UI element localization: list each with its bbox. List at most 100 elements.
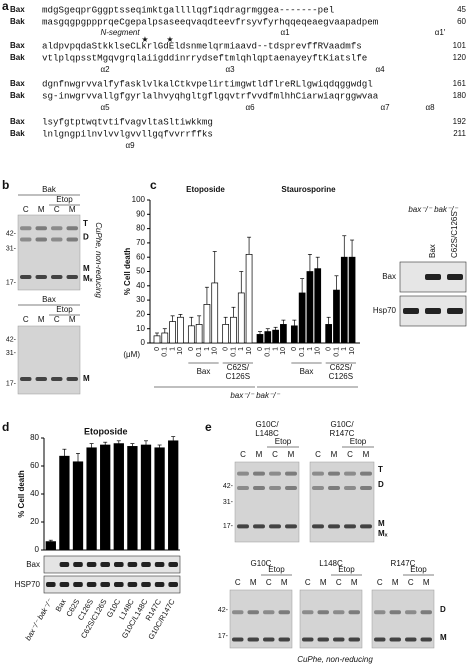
gel-band xyxy=(253,486,265,490)
gel-title: G10C xyxy=(251,559,272,568)
bar xyxy=(333,289,340,344)
sequence-name: Bax xyxy=(10,117,25,126)
lane-label: C xyxy=(315,450,321,459)
sequence: aldpvpqdaStkklseCLkrlGdEldsnmelqrmiaavd-… xyxy=(42,40,362,51)
blot-band xyxy=(447,274,463,280)
blot xyxy=(43,555,181,574)
lane-label: Bax xyxy=(428,244,437,258)
gel-band xyxy=(66,237,78,242)
gel-band xyxy=(328,524,340,529)
marker: 17- xyxy=(218,633,229,640)
sequence-name: Bax xyxy=(10,41,25,50)
lane-label: M xyxy=(423,578,430,587)
band-label: M xyxy=(378,519,385,528)
gel-band xyxy=(66,377,78,381)
y-tick-label: 90 xyxy=(136,209,145,218)
gel-band xyxy=(35,226,47,231)
bar xyxy=(280,324,287,344)
group-label: C62S/C126S xyxy=(226,363,250,381)
gel-band xyxy=(51,237,63,242)
marker: 31- xyxy=(223,499,234,506)
gel-band xyxy=(253,471,265,476)
dose-label: 1 xyxy=(341,347,348,351)
marker: 42- xyxy=(6,231,17,238)
blot-band xyxy=(114,582,124,587)
blot-band xyxy=(114,562,124,567)
blot-band xyxy=(141,562,151,567)
gel-band xyxy=(237,471,249,476)
lane-label: C xyxy=(377,578,383,587)
helix-label: α8 xyxy=(425,103,435,112)
sequence: dgnfnwgrvvalfyfasklvlkalCtkvpelirtimgwtl… xyxy=(42,78,373,89)
treatment-label: Etop xyxy=(338,565,355,574)
bar xyxy=(187,325,195,344)
residue-number: 211 xyxy=(453,129,466,138)
gel-band xyxy=(20,237,32,242)
band-label: T xyxy=(378,465,383,474)
bar xyxy=(290,325,298,344)
sequence-name: Bak xyxy=(10,129,25,138)
bar xyxy=(161,332,169,344)
lane-label: M xyxy=(256,450,263,459)
treatment-label: Etop xyxy=(56,195,73,204)
blot-band xyxy=(154,582,165,587)
lane-label: C xyxy=(266,578,272,587)
residue-number: 180 xyxy=(453,91,467,100)
dose-label: 1 xyxy=(204,347,211,351)
bar xyxy=(127,446,138,551)
gel-band xyxy=(20,275,32,279)
sequence: lnlgngpilnvlvvlgvvllgqfvvrrffks xyxy=(42,128,213,139)
panel-label: b xyxy=(2,178,9,192)
gel-band xyxy=(348,610,360,615)
bar xyxy=(100,444,111,551)
residue-number: 192 xyxy=(453,117,467,126)
gel xyxy=(17,325,81,395)
y-tick-label: 20 xyxy=(136,310,145,319)
gel-band xyxy=(278,610,290,615)
marker: 17- xyxy=(223,523,234,530)
residue-number: 161 xyxy=(453,79,467,88)
bar xyxy=(154,447,165,551)
treatment-label: Etop xyxy=(410,565,427,574)
dose-label: 0.1 xyxy=(162,347,169,357)
y-tick-label: 20 xyxy=(30,517,39,526)
gel-band xyxy=(405,637,417,642)
y-axis-label: % Cell death xyxy=(17,470,26,518)
lane-label: C xyxy=(347,450,353,459)
blot-label: Bax xyxy=(26,560,40,569)
gel-band xyxy=(66,275,78,279)
blot-band xyxy=(447,308,463,314)
panel-label: d xyxy=(2,420,9,434)
dose-label: 0.1 xyxy=(230,347,237,357)
gel-band xyxy=(278,637,290,642)
panel-label: e xyxy=(205,420,212,434)
protein-label: Bak xyxy=(42,185,57,194)
blot-band xyxy=(154,562,165,567)
bar xyxy=(113,443,124,551)
residue-number: 60 xyxy=(457,17,466,26)
bar xyxy=(325,324,333,344)
blot-label: Hsp70 xyxy=(373,306,397,315)
sequence: mdgSgeqprGggptsseqimktgallllqgfiqdragrmg… xyxy=(42,4,334,15)
bar xyxy=(177,316,184,344)
helix-label: α2 xyxy=(100,65,110,74)
gel-band xyxy=(247,610,259,615)
band-label: M xyxy=(83,264,90,273)
dose-label: 10 xyxy=(315,347,322,355)
lane-label: C62S/C126S xyxy=(450,211,459,258)
dose-label: 0 xyxy=(291,347,298,351)
blot-band xyxy=(100,582,110,587)
blot-band xyxy=(86,582,97,587)
gel-band xyxy=(269,471,281,476)
gel-band xyxy=(312,524,324,529)
gel-band xyxy=(35,275,47,279)
gel-band xyxy=(374,610,386,615)
bar xyxy=(348,256,356,344)
panel-label: c xyxy=(150,178,157,192)
helix-label: α4 xyxy=(375,65,385,74)
gel-band xyxy=(360,524,372,529)
gel-band xyxy=(420,610,432,615)
gel-band xyxy=(389,637,401,642)
band-label: D xyxy=(378,480,384,489)
band-label: M xyxy=(83,374,90,383)
